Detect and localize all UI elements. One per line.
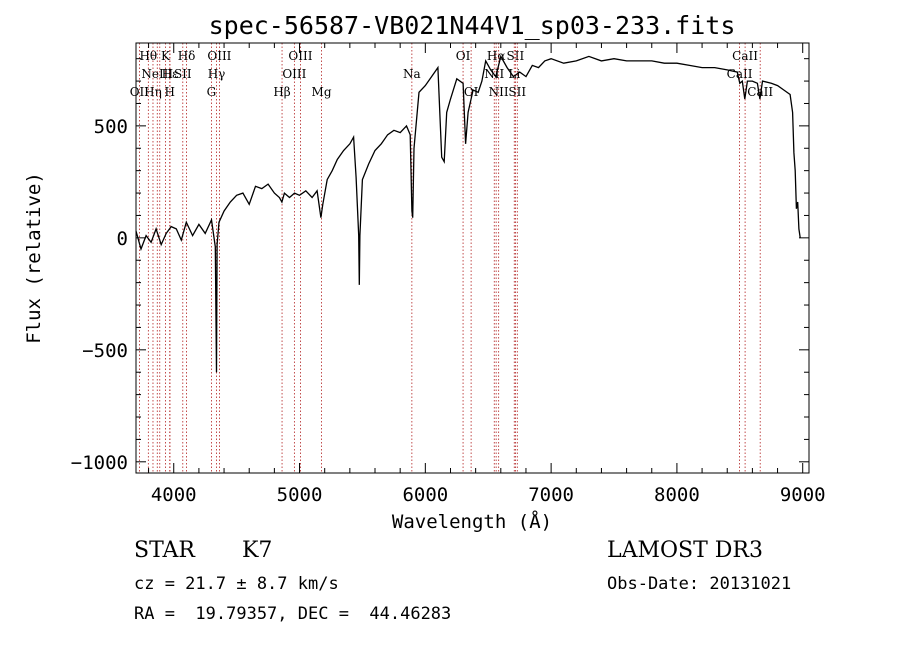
line-marker-label-12: OIII	[207, 49, 231, 63]
line-marker-label-0: OII	[130, 85, 150, 99]
y-tick-label-500: 500	[94, 116, 128, 138]
line-marker-label-9: Hδ	[178, 49, 196, 63]
axis-ticks: 4000 5000 6000 7000 8000 9000 −1000 −500 0 500	[71, 43, 826, 506]
line-marker-label-22: NII	[489, 85, 509, 99]
survey-label: LAMOST DR3	[607, 538, 763, 563]
x-tick-label-4000: 4000	[151, 484, 197, 506]
line-marker-label-11: Hγ	[208, 67, 226, 81]
x-tick-label-6000: 6000	[402, 484, 448, 506]
line-markers: OIIHθHηNeIIIKHεHSIIHδGHγOIIIHβOIIIOIIIMg…	[130, 43, 773, 473]
line-marker-label-2: Hη	[144, 85, 162, 99]
line-marker-label-13: Hβ	[273, 85, 290, 99]
spectrum-series-line	[135, 54, 801, 373]
line-marker-label-24: SII	[507, 49, 525, 63]
line-marker-label-27: CaII	[732, 49, 758, 63]
x-tick-label-5000: 5000	[277, 484, 323, 506]
object-class: STAR	[134, 538, 195, 563]
y-tick-label-0: 0	[117, 228, 128, 250]
y-axis-label: Flux (relative)	[23, 172, 45, 344]
x-tick-label-8000: 8000	[654, 484, 700, 506]
line-marker-label-15: OIII	[288, 49, 312, 63]
line-marker-label-7: H	[164, 85, 174, 99]
redshift-text: cz = 21.7 ± 8.7 km/s	[134, 574, 339, 594]
line-marker-label-3: NeIII	[141, 67, 173, 81]
plot-frame	[135, 42, 810, 474]
obs-date-text: Obs-Date: 20131021	[607, 574, 792, 594]
line-marker-label-23: Li	[508, 67, 520, 81]
x-tick-label-7000: 7000	[528, 484, 574, 506]
line-marker-label-10: G	[207, 85, 217, 99]
line-marker-label-18: OI	[456, 49, 471, 63]
line-marker-label-8: SII	[174, 67, 192, 81]
line-marker-label-1: Hθ	[139, 49, 157, 63]
line-marker-label-21: Hα	[487, 49, 506, 63]
object-subclass: K7	[242, 538, 273, 563]
y-tick-label--500: −500	[82, 340, 128, 362]
x-axis-label: Wavelength (Å)	[392, 510, 552, 533]
line-marker-label-16: Mg	[312, 85, 332, 99]
line-marker-label-14: OIII	[282, 67, 306, 81]
x-tick-label-9000: 9000	[780, 484, 826, 506]
line-marker-label-25: SII	[508, 85, 526, 99]
line-marker-label-5: K	[161, 49, 171, 63]
line-marker-label-17: Na	[403, 67, 421, 81]
chart-title: spec-56587-VB021N44V1_sp03-233.fits	[209, 11, 736, 40]
coordinates-text: RA = 19.79357, DEC = 44.46283	[134, 604, 452, 624]
line-marker-label-6: Hε	[162, 67, 179, 81]
y-tick-label--1000: −1000	[71, 452, 128, 474]
line-marker-label-26: CaII	[727, 67, 753, 81]
line-marker-label-19: OI	[464, 85, 479, 99]
